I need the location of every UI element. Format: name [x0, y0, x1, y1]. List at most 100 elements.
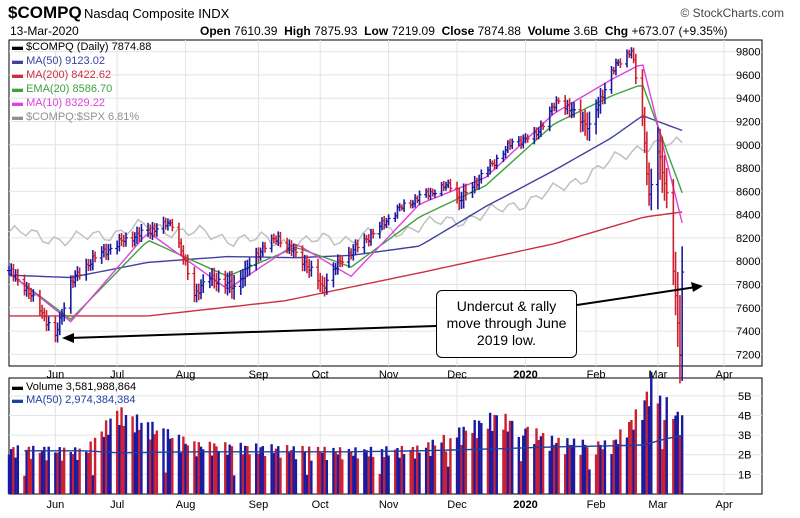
volume-bar-102 [321, 452, 324, 494]
price-bar-189 [587, 111, 592, 141]
volume-bar-94 [294, 459, 298, 494]
volume-bar-10 [38, 452, 42, 494]
volume-bar-145 [455, 437, 459, 494]
volume-bar-122 [383, 457, 386, 494]
legend-ma200-text: MA(200) 8422.62 [26, 69, 111, 81]
price-bar-39 [123, 232, 128, 247]
price-xtick-2020: 2020 [513, 369, 537, 381]
volume-bar-177 [552, 444, 556, 494]
annotation-arrows [62, 282, 703, 343]
volume-bar-21 [71, 454, 75, 494]
volume-bar-206 [643, 400, 646, 494]
volume-bar-165 [517, 436, 521, 494]
volume-bar-31 [102, 436, 106, 494]
volume-xtick-Dec: Dec [447, 499, 467, 511]
volume-bar-26 [87, 452, 90, 494]
low-value: 7219.09 [391, 24, 435, 38]
volume-bar-183 [570, 445, 574, 494]
volume-bar-66 [210, 455, 214, 494]
volume-bar-187 [583, 444, 587, 494]
volume-bar-96 [303, 452, 306, 494]
legend-ma10-text: MA(10) 8329.22 [26, 97, 105, 109]
volume-bar-79 [248, 454, 251, 494]
annotation-line-1: Undercut & rally [456, 298, 557, 314]
volume-bar-5 [23, 475, 26, 494]
price-bar-194 [602, 82, 607, 105]
volume-bar-180 [563, 454, 567, 494]
legend-price: ▬ $COMPQ (Daily) 7874.88 [12, 41, 151, 53]
volume-bar-38 [122, 425, 125, 494]
volume-bar-112 [352, 455, 355, 494]
price-tick-9200: 9200 [736, 117, 760, 129]
volume-bar-67 [213, 443, 216, 494]
annotation-line-3: 2019 low. [476, 332, 537, 348]
price-bar-214 [664, 168, 669, 209]
volume-bar-95 [301, 445, 304, 494]
volume-bar-188 [586, 447, 589, 494]
volume-bar-217 [676, 411, 679, 494]
volume-bar-194 [603, 440, 607, 494]
price-bar-74 [232, 274, 237, 300]
volume-bar-76 [241, 454, 245, 494]
volume-bar-170 [533, 444, 536, 494]
volume-bar-202 [630, 419, 633, 494]
volume-bar-215 [672, 418, 675, 494]
legend-ema20-text: EMA(20) 8586.70 [26, 83, 112, 95]
price-grid [9, 40, 762, 366]
brand-label[interactable]: © StockCharts.com [680, 6, 784, 20]
volume-bar-192 [599, 444, 602, 494]
chart-header: $COMPQ Nasdaq Composite INDX © StockChar… [0, 0, 800, 40]
volume-xtick-Jul: Jul [110, 499, 124, 511]
volume-bar-6 [25, 449, 28, 494]
price-bar-209 [649, 168, 654, 211]
volume-bar-163 [508, 420, 512, 494]
volume-bar-17 [58, 447, 61, 494]
price-bar-99 [309, 260, 314, 277]
volume-bar-71 [226, 454, 229, 494]
legend-ratio: ▬ $COMPQ:$SPX 6.81% [12, 111, 139, 123]
volume-bar-144 [449, 438, 452, 494]
volume-bar-77 [243, 445, 247, 494]
volume-bar-37 [120, 407, 123, 494]
price-xtick-Apr: Apr [716, 369, 733, 381]
volume-bar-137 [429, 455, 432, 494]
volume-bar-218 [678, 435, 682, 494]
volume-xtick-Feb: Feb [587, 499, 606, 511]
volume-tick-1B: 1B [738, 469, 751, 481]
volume-bar-110 [347, 448, 351, 494]
volume-bar-49 [155, 430, 159, 494]
price-tick-8800: 8800 [736, 163, 760, 175]
volume-bar-126 [396, 447, 399, 494]
price-bar-154 [479, 169, 484, 184]
volume-bar-32 [104, 420, 108, 494]
volume-bar-75 [239, 442, 242, 494]
volume-xtick-Mar: Mar [648, 499, 667, 511]
volume-tick-2B: 2B [738, 450, 751, 462]
volume-bar-65 [208, 441, 212, 494]
legend-ma200: ▬ MA(200) 8422.62 [12, 69, 111, 81]
volume-bar-152 [475, 438, 479, 494]
price-bar-54 [170, 218, 175, 232]
price-bar-34 [108, 243, 113, 255]
price-bar-89 [278, 231, 283, 248]
volume-bar-203 [632, 429, 635, 494]
price-tick-7800: 7800 [736, 280, 760, 292]
volume-bar-58 [184, 443, 187, 494]
volume-bar-171 [535, 428, 538, 494]
volume-tick-5B: 5B [738, 391, 751, 403]
volume-bar-148 [462, 426, 465, 494]
open-value: 7610.39 [234, 24, 278, 38]
volume-bar-57 [182, 436, 185, 494]
price-xtick-Jun: Jun [46, 369, 64, 381]
price-overlays [8, 64, 683, 323]
arrowhead-june-low [62, 333, 74, 343]
price-xtick-Oct: Oct [312, 369, 329, 381]
volume-tick-3B: 3B [738, 430, 751, 442]
volume-bar-13 [45, 460, 48, 494]
volume-bar-164 [511, 420, 514, 494]
volume-bar-104 [325, 459, 329, 494]
legend-volume: ▬ Volume 3,581,988,864 [12, 381, 136, 393]
volume-bar-69 [217, 450, 220, 494]
high-label: High [284, 24, 311, 38]
